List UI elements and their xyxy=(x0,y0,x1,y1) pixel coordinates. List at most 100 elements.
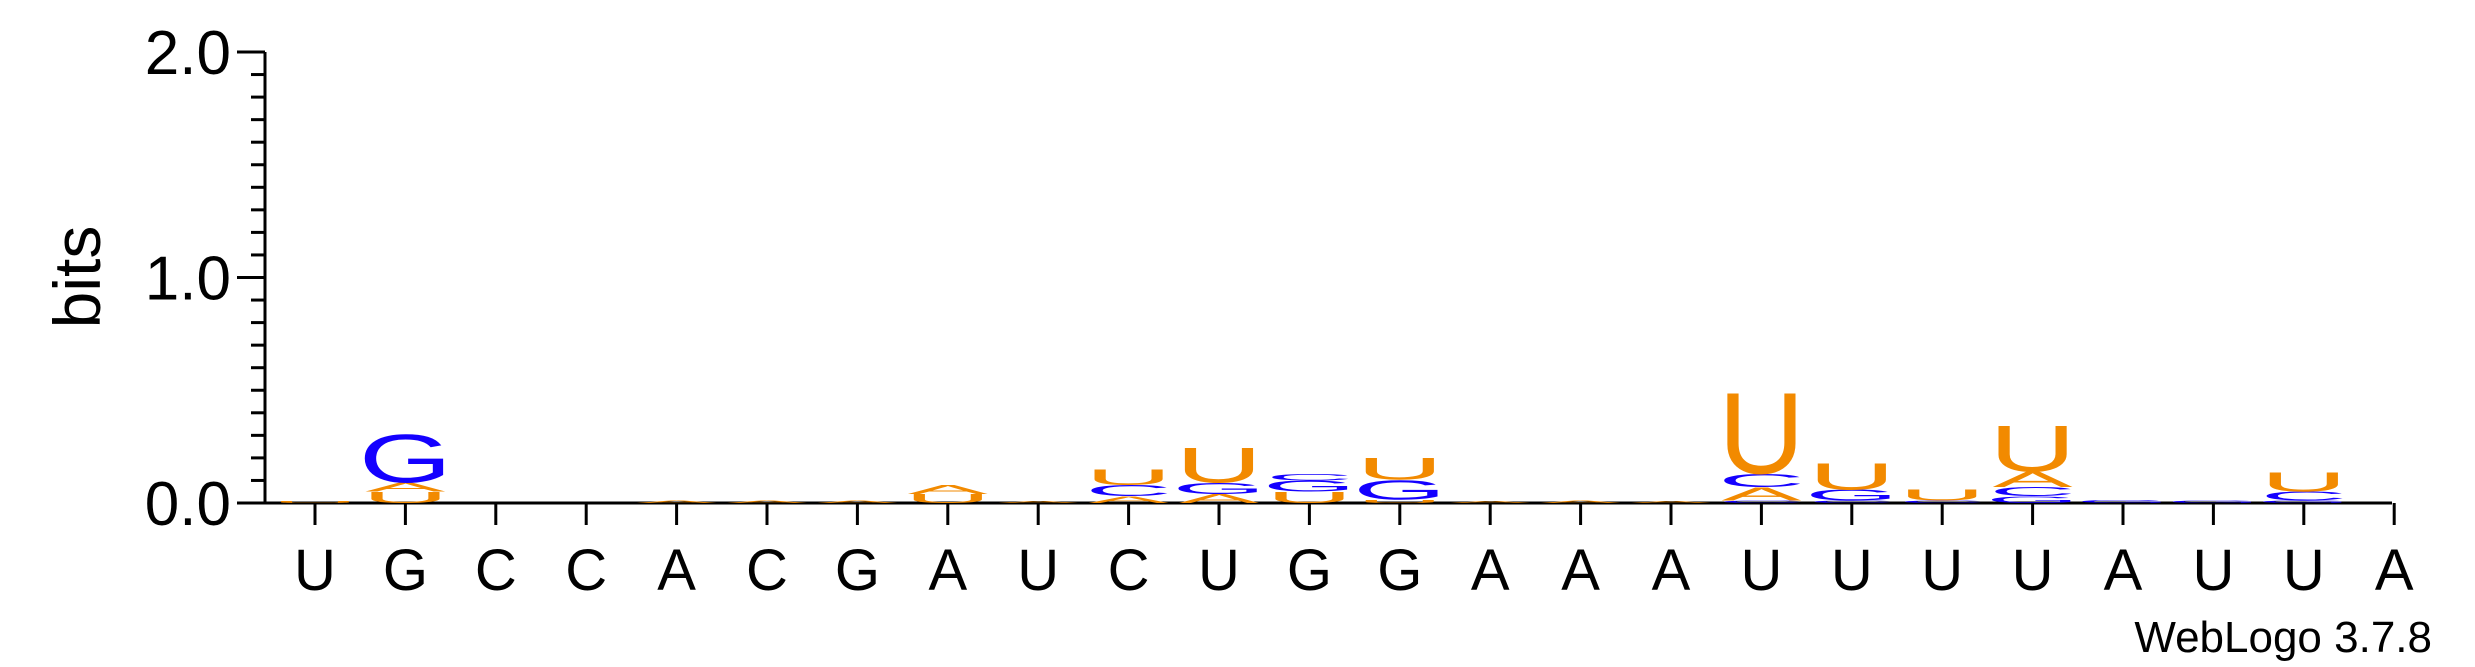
logo-letter-glyph: A xyxy=(1179,492,1259,506)
logo-letter-glyph: U xyxy=(362,489,449,506)
x-tick-label: U xyxy=(1198,538,1240,603)
logo-letter-U: U xyxy=(1266,489,1353,506)
x-tick-label: U xyxy=(1017,538,1059,603)
logo-letter-A: A xyxy=(998,501,1079,504)
x-tick-label: A xyxy=(2104,538,2143,603)
logo-letter-glyph: U xyxy=(272,501,359,504)
logo-letter-glyph: A xyxy=(727,500,808,504)
x-tick-label: U xyxy=(2283,538,2325,603)
logo-letter-U: U xyxy=(1718,369,1805,499)
x-tick-label: G xyxy=(383,538,428,603)
x-tick-label: A xyxy=(2375,538,2414,603)
y-tick-label: 1.0 xyxy=(145,245,231,314)
x-tick-label: A xyxy=(1471,538,1510,603)
logo-letter-glyph: U xyxy=(2260,467,2347,498)
logo-letter-A: A xyxy=(1089,495,1169,505)
logo-letter-U: U xyxy=(1356,451,1443,486)
logo-letter-glyph: U xyxy=(1989,412,2076,486)
logo-letter-glyph: U xyxy=(1808,456,1895,498)
logo-letter-glyph: C xyxy=(1808,500,1895,504)
logo-letter-glyph: A xyxy=(998,501,1079,504)
logo-letter-A: A xyxy=(637,500,718,504)
logo-letter-C: C xyxy=(1808,500,1895,504)
x-tick-label: G xyxy=(1377,538,1422,603)
x-tick-label: C xyxy=(565,538,607,603)
x-tick-label: C xyxy=(1108,538,1150,603)
logo-letter-G: G xyxy=(359,420,452,497)
x-tick-label: U xyxy=(2192,538,2234,603)
logo-letter-glyph: C xyxy=(1266,472,1353,482)
x-tick-label: C xyxy=(746,538,788,603)
logo-letter-A: A xyxy=(1721,484,1802,505)
logo-letter-glyph: U xyxy=(1356,451,1443,486)
logo-letter-A: A xyxy=(1179,492,1259,506)
logo-letter-A: A xyxy=(908,483,988,497)
logo-letter-A: A xyxy=(1541,500,1622,504)
logo-letter-G: G xyxy=(1172,480,1265,497)
logo-letter-glyph: A xyxy=(817,500,898,504)
x-tick-label: G xyxy=(835,538,880,603)
x-tick-label: G xyxy=(1287,538,1332,603)
logo-letter-U: U xyxy=(1808,456,1895,498)
x-ticks xyxy=(313,503,2396,525)
logo-letter-glyph: A xyxy=(1721,484,1802,505)
x-tick-label: A xyxy=(657,538,696,603)
logo-letter-glyph: A xyxy=(1993,468,2074,492)
logo-letter-C: C xyxy=(1266,472,1353,482)
logo-letter-C: C xyxy=(1718,500,1805,504)
x-tick-label: A xyxy=(928,538,967,603)
x-tick-label: A xyxy=(1652,538,1691,603)
logo-letter-glyph: G xyxy=(1353,474,1446,505)
logo-letter-glyph: G xyxy=(1986,495,2079,505)
logo-letter-glyph: U xyxy=(1085,465,1172,489)
logo-letter-glyph: U xyxy=(1176,438,1263,494)
logo-letter-glyph: A xyxy=(1541,500,1622,504)
logo-letter-C: C xyxy=(1899,500,1986,504)
logo-letter-glyph: C xyxy=(1718,500,1805,504)
logo-letter-A: A xyxy=(817,500,898,504)
logo-letter-glyph: G xyxy=(2257,500,2350,504)
logo-letter-glyph: A xyxy=(1450,501,1531,504)
logo-letter-glyph: G xyxy=(2076,499,2169,504)
logo-letter-glyph: U xyxy=(904,492,991,506)
logo-letter-G: G xyxy=(2076,499,2169,504)
x-tick-label: U xyxy=(1740,538,1782,603)
x-tick-label: C xyxy=(475,538,517,603)
logo-letter-G: G xyxy=(1263,478,1356,495)
y-axis-label: bits xyxy=(40,226,114,329)
logo-letter-C: C xyxy=(1085,482,1172,499)
logo-letter-glyph: G xyxy=(1263,478,1356,495)
logo-letter-glyph: C xyxy=(2260,490,2347,504)
logo-letter-U: U xyxy=(272,501,359,504)
x-tick-label: U xyxy=(2012,538,2054,603)
logo-letter-C: C xyxy=(1989,485,2076,499)
logo-letter-U: U xyxy=(2260,467,2347,498)
logo-letter-glyph: A xyxy=(365,481,445,495)
x-tick-label: U xyxy=(1921,538,1963,603)
logo-letter-A: A xyxy=(1993,468,2074,492)
logo-letter-glyph: U xyxy=(1899,487,1986,504)
logo-letter-U: U xyxy=(1356,499,1443,504)
logo-letter-G: G xyxy=(1986,495,2079,505)
x-tick-label: U xyxy=(294,538,336,603)
x-tick-label: U xyxy=(1831,538,1873,603)
logo-letter-glyph: C xyxy=(1899,500,1986,504)
logo-letter-U: U xyxy=(1176,438,1263,494)
logo-letter-C: C xyxy=(2260,490,2347,504)
logo-letter-U: U xyxy=(904,492,991,506)
y-ticks: 0.0 1.0 2.0 xyxy=(145,19,265,539)
logo-letter-glyph: C xyxy=(1989,485,2076,499)
logo-letter-U: U xyxy=(362,489,449,506)
logo-letter-A: A xyxy=(365,481,445,495)
x-tick-label: A xyxy=(1561,538,1600,603)
logo-letter-G: G xyxy=(1805,487,1898,504)
logo-letter-U: U xyxy=(1989,412,2076,486)
y-tick-label: 2.0 xyxy=(145,19,231,88)
logo-letter-G: G xyxy=(1353,474,1446,505)
logo-letter-U: U xyxy=(1085,465,1172,489)
logo-letter-A: A xyxy=(1450,501,1531,504)
logo-letter-glyph: U xyxy=(1266,489,1353,506)
